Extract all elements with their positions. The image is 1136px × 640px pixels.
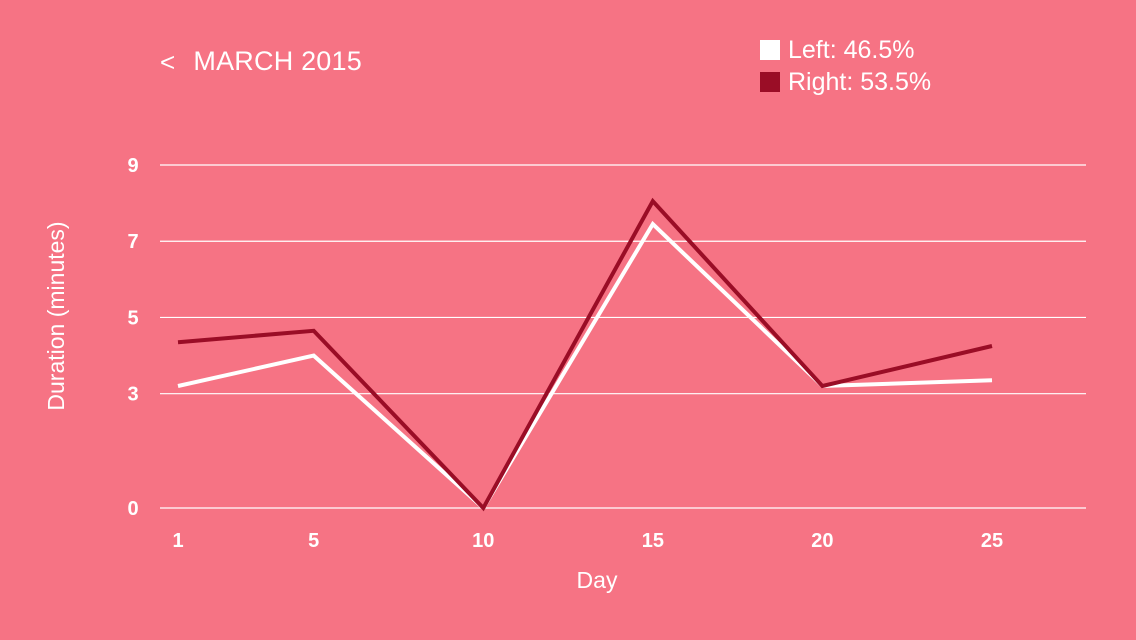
legend-item-right: Right: 53.5%: [760, 66, 931, 98]
x-tick-label: 25: [981, 530, 1003, 552]
y-tick-label: 3: [127, 384, 138, 406]
chart-header: < MARCH 2015: [160, 46, 362, 77]
series-line-left: [177, 220, 993, 512]
x-tick-label: 20: [811, 530, 833, 552]
back-button[interactable]: <: [160, 46, 176, 77]
legend-item-left: Left: 46.5%: [760, 34, 931, 66]
y-tick-label: 5: [127, 307, 138, 329]
y-tick-label: 0: [127, 498, 138, 520]
x-tick-label: 5: [308, 530, 319, 552]
y-tick-label: 7: [127, 231, 138, 253]
y-axis-title: Duration (minutes): [43, 221, 69, 410]
x-tick-label: 15: [642, 530, 664, 552]
y-tick-label: 9: [127, 155, 138, 177]
month-title: MARCH 2015: [193, 46, 362, 76]
legend-swatch-right: [760, 72, 780, 92]
x-axis-title: Day: [577, 567, 618, 593]
x-tick-label: 10: [472, 530, 494, 552]
x-tick-label: 1: [172, 530, 183, 552]
chart-legend: Left: 46.5% Right: 53.5%: [760, 34, 931, 98]
series-line-right: [177, 197, 993, 512]
legend-label-left: Left: 46.5%: [788, 35, 915, 64]
legend-label-right: Right: 53.5%: [788, 67, 932, 96]
legend-swatch-left: [760, 40, 780, 60]
